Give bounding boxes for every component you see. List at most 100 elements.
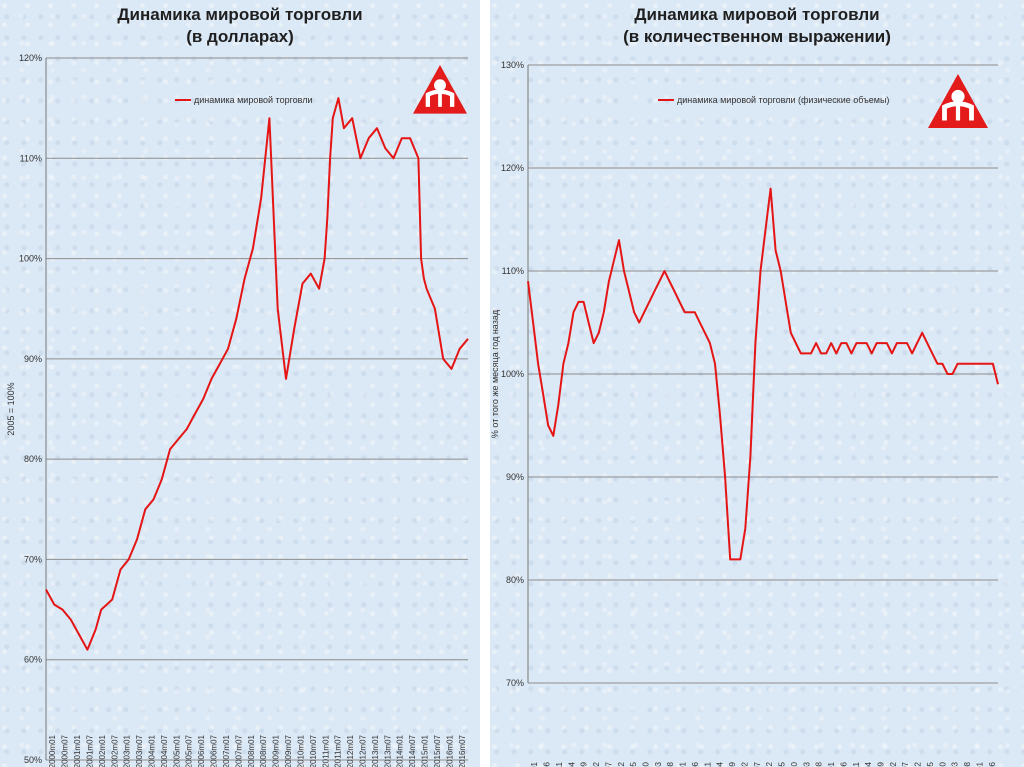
left-x-tick-label: 2015m01 [421,734,430,767]
right-x-tick-label: 2003m02 [592,761,601,767]
left-x-tick-label: 2003m01 [123,734,132,767]
left-x-tick-label: 2000m07 [61,734,70,767]
left-y-tick-label: 100% [19,254,42,264]
left-x-tick-label: 2001m01 [73,734,82,767]
chart-title-left-line1: Динамика мировой торговли [117,5,363,24]
left-x-tick-label: 2004m07 [160,734,169,767]
chart-title-left-line2: (в долларах) [186,27,294,46]
right-y-axis-label: % от того же месяца год назад [490,309,500,438]
right-x-tick-label: 2011m11 [852,761,861,767]
right-x-tick-label: 2010m03 [802,761,811,767]
left-y-axis-label: 2005 = 100% [6,382,16,435]
left-y-tick-label: 70% [24,554,42,564]
left-legend: динамика мировой торговли [175,95,313,105]
right-x-tick-label: 2014m10 [938,761,947,767]
left-y-tick-label: 120% [19,53,42,63]
left-x-tick-label: 2008m01 [247,734,256,767]
left-x-tick-label: 2012m01 [346,734,355,767]
right-x-tick-label: 2008m02 [740,761,749,767]
left-x-tick-label: 2011m01 [321,734,330,767]
chart-svg-right: 70% 80% 90% 100% 110% 120% 130% % от того же ме… [490,60,999,767]
left-x-tick-label: 2004m01 [148,734,157,767]
right-x-tick-label: 2008m12 [765,761,774,767]
right-x-tick-label: 2004m10 [642,761,651,767]
right-x-tick-label: 2005m08 [666,761,675,767]
right-x-tick-label: 2007m09 [728,761,737,767]
right-x-tick-label: 2011m06 [839,761,848,767]
left-x-tick-label: 2010m07 [309,734,318,767]
left-x-tick-label: 2011m07 [334,734,343,767]
right-x-tick-label: 2002m09 [580,761,589,767]
chart-title-right-line2: (в количественном выражении) [623,27,891,46]
right-x-tick-label: 2006m11 [703,761,712,767]
left-y-tick-label: 110% [20,153,42,163]
left-y-tick-label: 80% [24,454,42,464]
left-x-tick-label: 2006m01 [197,734,206,767]
right-x-tick-label: 2001m11 [555,761,564,767]
right-x-tick-label: 2015m08 [963,761,972,767]
chart-panel-left: Динамика мировой торговли (в долларах) 5… [0,0,480,767]
right-legend: динамика мировой торговли (физические об… [658,95,889,105]
left-y-tick-label: 50% [24,755,42,765]
right-x-tick-label: 2011m01 [827,761,836,767]
right-y-tick-label: 80% [506,575,524,585]
chart-title-left: Динамика мировой торговли (в долларах) [0,4,480,48]
right-y-tick-label: 120% [501,163,524,173]
left-x-tick-label: 2014m07 [408,734,417,767]
left-x-tick-label: 2002m07 [110,734,119,767]
right-x-tick-label: 2002m04 [567,761,576,767]
left-x-tick-label: 2013m01 [371,734,380,767]
right-y-tick-label: 70% [506,678,524,688]
left-x-tick-label: 2015m07 [433,734,442,767]
left-x-tick-label: 2009m01 [272,734,281,767]
right-y-tick-label: 100% [501,369,524,379]
right-legend-label: динамика мировой торговли (физические об… [677,95,889,105]
right-x-tick-label: 2013m07 [901,761,910,767]
right-x-tick-label: 2009m10 [790,761,799,767]
left-x-tick-label: 2002m01 [98,734,107,767]
logo-icon [928,74,988,128]
left-x-tick-label: 2016m07 [458,734,467,767]
right-x-tick-label: 2003m12 [617,761,626,767]
right-x-tick-label: 2013m12 [914,761,923,767]
left-x-tick-label: 2014m01 [396,734,405,767]
right-x-tick-label: 2014m05 [926,761,935,767]
left-x-tick-label: 2000m01 [48,734,57,767]
right-x-tick-label: 2015m03 [951,761,960,767]
chart-title-right: Динамика мировой торговли (в количествен… [490,4,1024,48]
right-x-tick-label: 2007m04 [716,761,725,767]
right-x-tick-label: 2005m03 [654,761,663,767]
logo-icon [413,65,467,114]
left-x-tick-label: 2005m07 [185,734,194,767]
chart-svg-left: 50% 60% 70% 80% 90% 100% 110% 120% 2005 = 100% 20… [6,53,469,767]
right-x-tick-label: 2001m01 [530,761,539,767]
right-y-tick-label: 110% [502,266,524,276]
right-x-tick-label: 2006m06 [691,761,700,767]
left-x-tick-label: 2012m07 [359,734,368,767]
right-y-tick-label: 130% [501,60,524,70]
right-x-tick-label: 2006m01 [679,761,688,767]
left-x-tick-label: 2008m07 [259,734,268,767]
left-x-tick-label: 2013m07 [383,734,392,767]
left-x-tick-label: 2006m07 [210,734,219,767]
right-x-tick-label: 2008m07 [753,761,762,767]
panel-divider [480,0,490,767]
left-y-tick-label: 90% [24,354,42,364]
left-legend-label: динамика мировой торговли [194,95,313,105]
right-x-tick-label: 2016m01 [975,761,984,767]
left-x-tick-label: 2003m07 [135,734,144,767]
chart-panel-right: Динамика мировой торговли (в количествен… [490,0,1024,767]
right-x-tick-label: 2013m02 [889,761,898,767]
right-x-tick-label: 2016m06 [988,761,997,767]
right-x-tick-label: 2001m06 [543,761,552,767]
right-x-tick-label: 2003m07 [604,761,613,767]
left-x-tick-label: 2009m07 [284,734,293,767]
right-x-tick-label: 2012m04 [864,761,873,767]
left-series-line [45,97,469,651]
left-x-tick-label: 2005m01 [172,734,181,767]
left-x-tick-label: 2007m07 [234,734,243,767]
right-x-tick-label: 2009m05 [778,761,787,767]
left-x-tick-label: 2010m01 [296,734,305,767]
left-x-tick-label: 2001m07 [85,734,94,767]
chart-title-right-line1: Динамика мировой торговли [634,5,880,24]
